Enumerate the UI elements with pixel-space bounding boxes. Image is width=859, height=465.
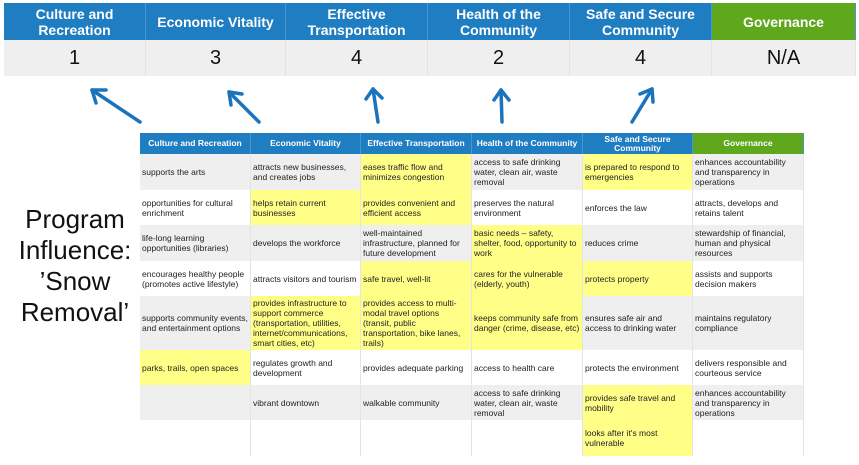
matrix-header: Safe and Secure Community: [583, 133, 693, 154]
matrix-cell: eases traffic flow and minimizes congest…: [361, 154, 472, 190]
matrix-cell: [361, 420, 472, 456]
matrix-cell: provides infrastructure to support comme…: [251, 296, 361, 350]
matrix-cell: [140, 420, 251, 456]
matrix-header: Culture and Recreation: [140, 133, 251, 154]
matrix-cell: [251, 420, 361, 456]
matrix-cell: maintains regulatory compliance: [693, 296, 804, 350]
matrix-cell: opportunities for cultural enrichment: [140, 190, 251, 225]
matrix-cell: parks, trails, open spaces: [140, 350, 251, 385]
matrix-cell: enhances accountability and transparency…: [693, 154, 804, 190]
summary-header: Safe and Secure Community: [570, 3, 712, 40]
summary-score: 4: [286, 40, 428, 76]
matrix-cell: walkable community: [361, 385, 472, 420]
matrix-cell: safe travel, well-lit: [361, 261, 472, 296]
summary-header: Effective Transportation: [286, 3, 428, 40]
matrix-cell: access to safe drinking water, clean air…: [472, 385, 583, 420]
matrix-cell: develops the workforce: [251, 225, 361, 261]
matrix-cell: provides safe travel and mobility: [583, 385, 693, 420]
matrix-header: Health of the Community: [472, 133, 583, 154]
matrix-header: Effective Transportation: [361, 133, 472, 154]
matrix-cell: access to safe drinking water, clean air…: [472, 154, 583, 190]
matrix-cell: delivers responsible and courteous servi…: [693, 350, 804, 385]
arrow-icon: [492, 88, 511, 124]
arrow-icon: [227, 90, 261, 124]
matrix-cell: [472, 420, 583, 456]
matrix-cell: attracts new businesses, and creates job…: [251, 154, 361, 190]
matrix-cell: provides access to multi-modal travel op…: [361, 296, 472, 350]
matrix-cell: basic needs – safety, shelter, food, opp…: [472, 225, 583, 261]
summary-header: Health of the Community: [428, 3, 570, 40]
summary-score: 2: [428, 40, 570, 76]
summary-table: Culture and Recreation Economic Vitality E…: [4, 3, 856, 76]
matrix-cell: supports the arts: [140, 154, 251, 190]
program-influence-label: Program Influence: ’Snow Removal’: [18, 204, 132, 327]
arrow-icon: [364, 87, 384, 124]
matrix-cell: stewardship of financial, human and phys…: [693, 225, 804, 261]
matrix-cell: life-long learning opportunities (librar…: [140, 225, 251, 261]
matrix-header: Governance: [693, 133, 804, 154]
summary-score: 1: [4, 40, 146, 76]
matrix-cell: protects the environment: [583, 350, 693, 385]
influence-matrix: Culture and Recreation Economic Vitality E…: [140, 133, 804, 456]
matrix-cell: attracts visitors and tourism: [251, 261, 361, 296]
matrix-cell: encourages healthy people (promotes acti…: [140, 261, 251, 296]
matrix-cell: well-maintained infrastructure, planned …: [361, 225, 472, 261]
matrix-cell: protects property: [583, 261, 693, 296]
summary-header: Governance: [712, 3, 856, 40]
arrow-icon: [90, 88, 142, 124]
matrix-cell: cares for the vulnerable (elderly, youth…: [472, 261, 583, 296]
matrix-cell: [140, 385, 251, 420]
matrix-cell: preserves the natural environment: [472, 190, 583, 225]
summary-header: Economic Vitality: [146, 3, 286, 40]
matrix-cell: attracts, develops and retains talent: [693, 190, 804, 225]
matrix-header: Economic Vitality: [251, 133, 361, 154]
matrix-cell: provides convenient and efficient access: [361, 190, 472, 225]
matrix-cell: helps retain current businesses: [251, 190, 361, 225]
summary-score: 4: [570, 40, 712, 76]
matrix-cell: regulates growth and development: [251, 350, 361, 385]
arrow-icon: [630, 87, 655, 124]
summary-score: 3: [146, 40, 286, 76]
matrix-cell: is prepared to respond to emergencies: [583, 154, 693, 190]
summary-header: Culture and Recreation: [4, 3, 146, 40]
matrix-cell: keeps community safe from danger (crime,…: [472, 296, 583, 350]
matrix-cell: [693, 420, 804, 456]
matrix-cell: ensures safe air and access to drinking …: [583, 296, 693, 350]
matrix-cell: vibrant downtown: [251, 385, 361, 420]
matrix-cell: supports community events, and entertain…: [140, 296, 251, 350]
matrix-cell: access to health care: [472, 350, 583, 385]
matrix-cell: enforces the law: [583, 190, 693, 225]
summary-score: N/A: [712, 40, 856, 76]
matrix-cell: enhances accountability and transparency…: [693, 385, 804, 420]
matrix-cell: provides adequate parking: [361, 350, 472, 385]
matrix-cell: assists and supports decision makers: [693, 261, 804, 296]
matrix-cell: looks after it's most vulnerable: [583, 420, 693, 456]
matrix-cell: reduces crime: [583, 225, 693, 261]
